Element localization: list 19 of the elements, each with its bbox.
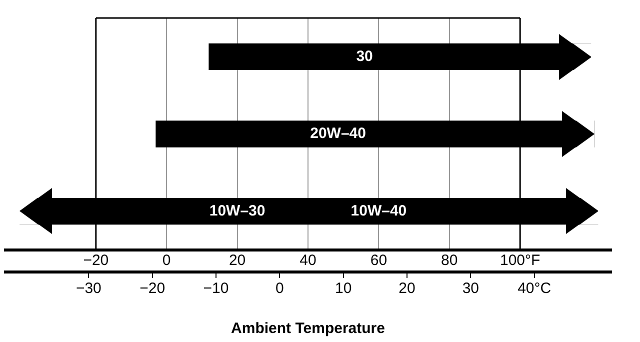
x-tick-label: 0 [162, 252, 171, 270]
annotation: 10W–40 [350, 202, 407, 220]
x2-tick-label: 40°C [518, 280, 552, 298]
x2-tick-label: 10 [334, 280, 352, 298]
x-tick-label: 40 [300, 252, 316, 270]
x-tick-label: 20 [228, 252, 246, 270]
x-tick-label: −20 [83, 252, 109, 270]
x2-tick-label: 20 [398, 280, 416, 298]
x-tick-label: 80 [441, 252, 458, 270]
x-axis-title: Ambient Temperature [231, 320, 385, 338]
x2-tick-label: 30 [462, 280, 480, 298]
y-tick-label: 10W–30 [209, 202, 266, 220]
x2-tick-label: 0 [275, 280, 284, 298]
x2-tick-label: −10 [203, 280, 229, 298]
x-tick-label: 60 [370, 252, 388, 270]
x2-tick-label: −20 [140, 280, 166, 298]
y-tick-label: 20W–40 [310, 125, 366, 142]
x2-tick-label: −30 [76, 280, 102, 298]
x-tick-label: 100°F [500, 252, 540, 270]
